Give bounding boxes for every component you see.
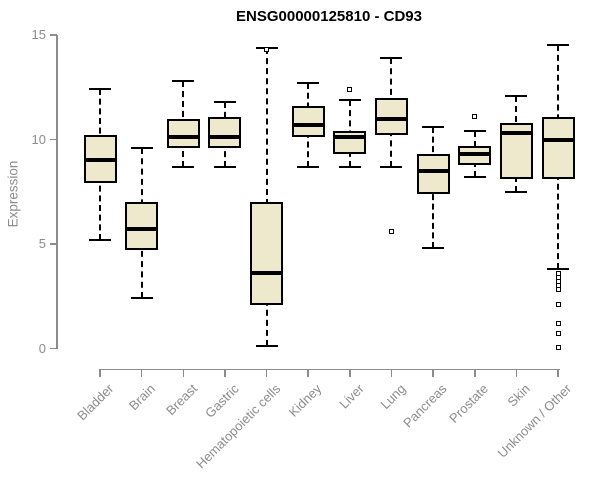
whisker-cap-low <box>422 247 445 250</box>
whisker-cap-high <box>89 88 111 91</box>
median-line <box>208 135 242 140</box>
y-tick-label: 10 <box>31 131 46 147</box>
whisker-cap-low <box>338 165 361 168</box>
y-tick <box>50 243 57 245</box>
outlier-point <box>555 287 561 293</box>
y-tick <box>50 34 57 36</box>
y-tick-label: 5 <box>38 236 46 251</box>
box-iqr <box>374 97 408 136</box>
median-line <box>499 131 533 136</box>
median-line <box>125 227 159 232</box>
box-iqr <box>208 116 242 148</box>
whisker-cap-high <box>463 130 486 133</box>
whisker-cap-low <box>130 297 153 300</box>
whisker-cap-low <box>89 238 111 241</box>
box-iqr <box>416 154 450 194</box>
x-tick-label: Lung <box>377 381 409 413</box>
x-tick <box>349 369 351 377</box>
x-tick <box>140 369 143 377</box>
x-tick <box>224 369 226 377</box>
chart-title: ENSG00000125810 - CD93 <box>236 8 422 25</box>
x-axis-line <box>99 368 560 370</box>
median-line <box>333 135 367 140</box>
outlier-point <box>264 47 270 53</box>
x-tick <box>99 369 101 377</box>
x-tick <box>474 369 476 377</box>
y-tick-label: 15 <box>31 27 46 42</box>
whisker-cap-high <box>547 44 570 47</box>
whisker-cap-low <box>380 165 403 168</box>
whisker-cap-low <box>213 165 236 168</box>
median-line <box>250 271 284 276</box>
x-tick-label: Skin <box>504 381 533 410</box>
outlier-point <box>555 331 561 337</box>
median-line <box>416 168 450 173</box>
whisker-cap-low <box>463 176 486 179</box>
whisker-cap-high <box>338 98 361 101</box>
whisker-cap-low <box>505 190 528 193</box>
y-tick <box>50 138 57 141</box>
box-iqr <box>250 202 284 305</box>
whisker-cap-high <box>297 82 320 85</box>
median-line <box>541 137 575 142</box>
whisker-cap-low <box>172 165 195 168</box>
median-line <box>83 158 117 163</box>
outlier-point <box>555 320 561 326</box>
box-iqr <box>541 116 575 180</box>
outlier-point <box>472 114 478 119</box>
x-tick-label: Pancreas <box>400 381 450 431</box>
x-tick <box>515 369 518 377</box>
x-tick-label: Breast <box>162 381 200 419</box>
whisker-cap-high <box>505 94 528 97</box>
outlier-point <box>555 302 561 308</box>
x-tick-label: Brain <box>126 381 159 414</box>
median-line <box>291 122 325 127</box>
box-iqr <box>166 118 200 148</box>
median-line <box>374 116 408 121</box>
box-iqr <box>125 202 159 251</box>
y-tick-label: 0 <box>38 340 46 356</box>
whisker-cap-high <box>172 79 195 82</box>
median-line <box>166 135 200 140</box>
y-tick <box>50 347 57 350</box>
whisker-line <box>265 47 268 347</box>
x-tick-label: Bladder <box>74 381 117 424</box>
whisker-cap-low <box>547 268 570 271</box>
whisker-cap-low <box>255 345 278 348</box>
x-tick <box>390 369 393 377</box>
whisker-cap-high <box>213 100 236 103</box>
x-tick <box>557 369 559 377</box>
x-tick <box>432 369 434 377</box>
x-tick-label: Kidney <box>286 381 325 420</box>
whisker-cap-low <box>297 165 320 168</box>
x-tick-label: Unknown / Other <box>495 381 575 461</box>
x-tick-label: Liver <box>335 381 367 412</box>
x-tick <box>307 369 309 377</box>
whisker-cap-high <box>380 56 403 59</box>
median-line <box>458 152 492 157</box>
whisker-cap-high <box>422 125 445 128</box>
x-tick <box>265 369 268 377</box>
outlier-point <box>347 86 353 92</box>
x-tick-label: Gastric <box>201 381 242 421</box>
box-iqr <box>291 106 325 138</box>
y-axis-line <box>56 35 58 349</box>
whisker-cap-high <box>130 146 153 149</box>
outlier-point <box>388 228 394 234</box>
outlier-point <box>555 344 561 350</box>
x-tick <box>182 369 185 377</box>
x-tick-label: Prostate <box>446 381 492 426</box>
